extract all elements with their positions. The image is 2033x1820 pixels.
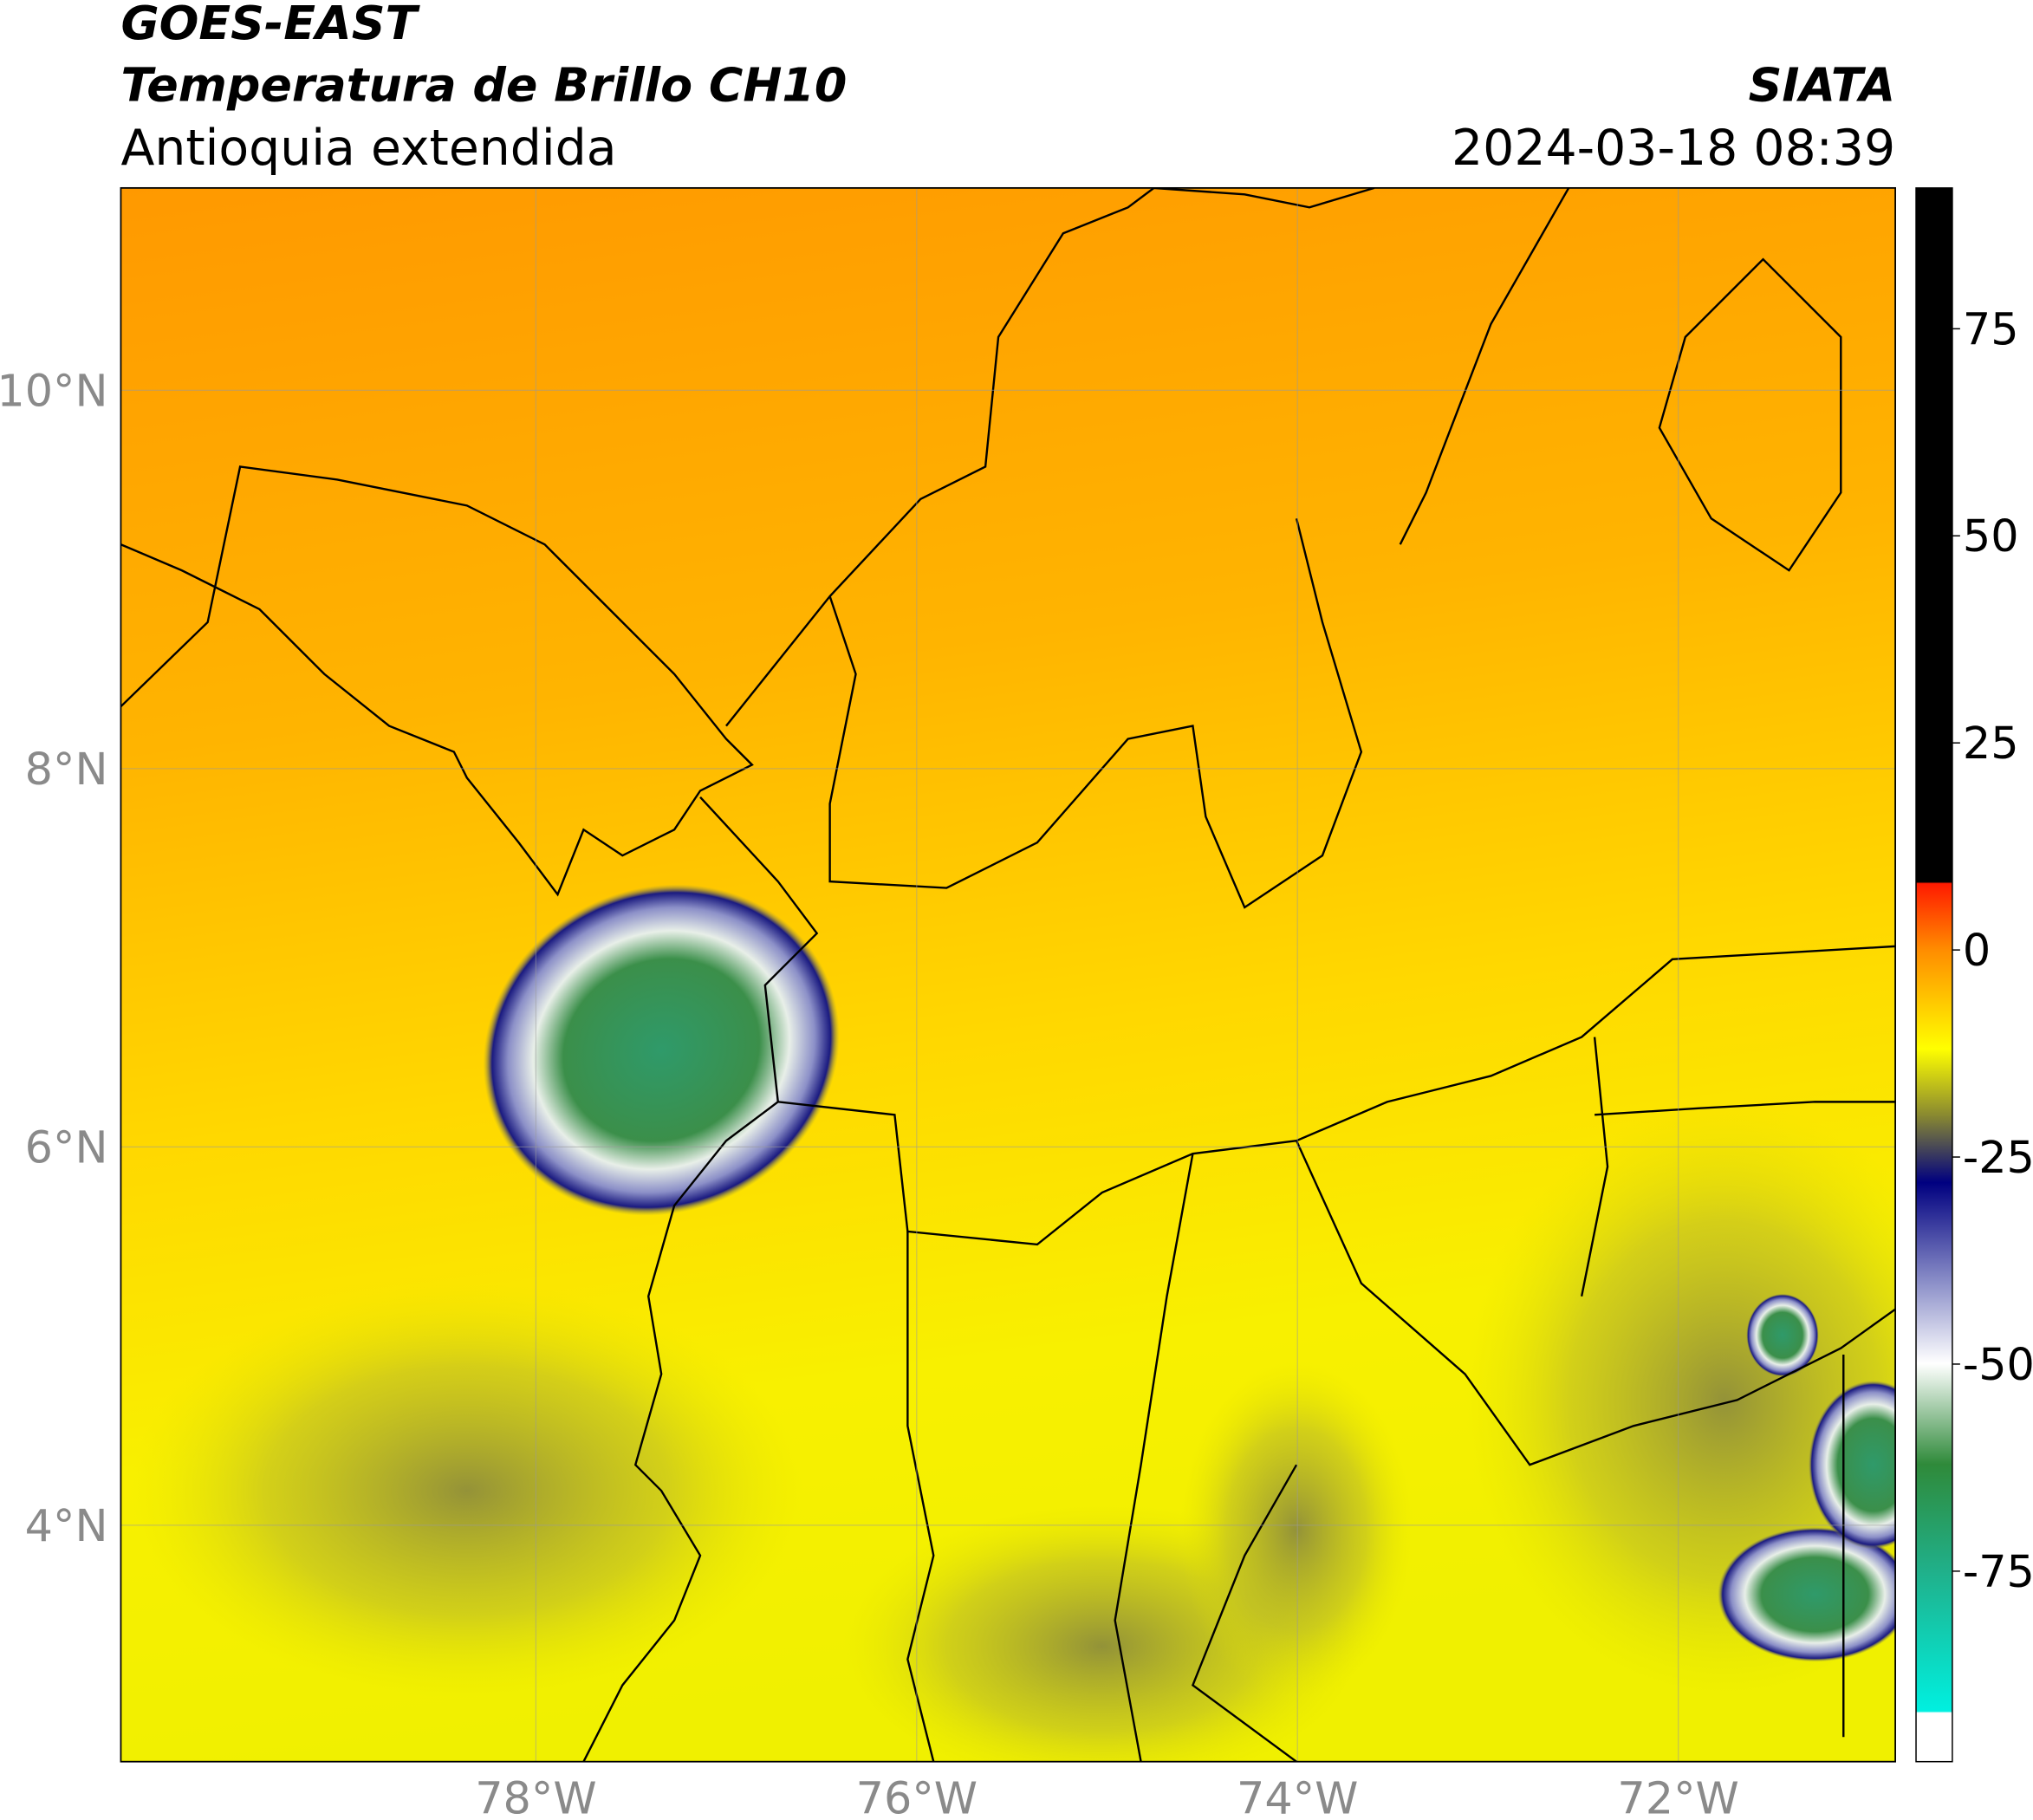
colorbar-tick-label: -50 bbox=[1963, 1339, 2033, 1390]
subtitle: Temperatura de Brillo CH10 bbox=[120, 58, 847, 113]
region: Antioquia extendida bbox=[120, 120, 616, 177]
title: GOES-EAST bbox=[120, 0, 420, 50]
lon-tick-label: 78°W bbox=[475, 1773, 596, 1820]
colorbar-tick-label: 0 bbox=[1963, 925, 1991, 976]
datetime: 2024-03-18 08:39 bbox=[1452, 120, 1895, 177]
colorbar-tick-label: -75 bbox=[1963, 1546, 2033, 1597]
haze bbox=[1179, 1361, 1413, 1699]
colorbar-tick-label: 50 bbox=[1963, 510, 2019, 562]
storm-cloud bbox=[1718, 1526, 1896, 1662]
lat-tick-label: 6°N bbox=[25, 1121, 108, 1173]
lon-tick-label: 74°W bbox=[1237, 1773, 1358, 1820]
lon-tick-label: 76°W bbox=[856, 1773, 978, 1820]
storm-cloud bbox=[483, 884, 840, 1216]
lat-tick-label: 4°N bbox=[25, 1500, 108, 1551]
map-frame bbox=[120, 186, 1896, 1763]
storm-cloud bbox=[1746, 1293, 1819, 1377]
source: SIATA bbox=[1749, 58, 1896, 113]
lat-tick-label: 8°N bbox=[25, 744, 108, 795]
graticule bbox=[120, 187, 1896, 1762]
colorbar bbox=[1915, 187, 1953, 1763]
storm-cloud bbox=[1808, 1380, 1896, 1550]
colorbar-tick-label: 75 bbox=[1963, 303, 2019, 354]
lon-tick-label: 72°W bbox=[1617, 1773, 1738, 1820]
colorbar-tick-label: 25 bbox=[1963, 718, 2019, 769]
haze bbox=[129, 1283, 804, 1699]
lat-tick-label: 10°N bbox=[0, 365, 107, 416]
map-image bbox=[120, 187, 1896, 1762]
colorbar-tick-label: -25 bbox=[1963, 1132, 2033, 1183]
